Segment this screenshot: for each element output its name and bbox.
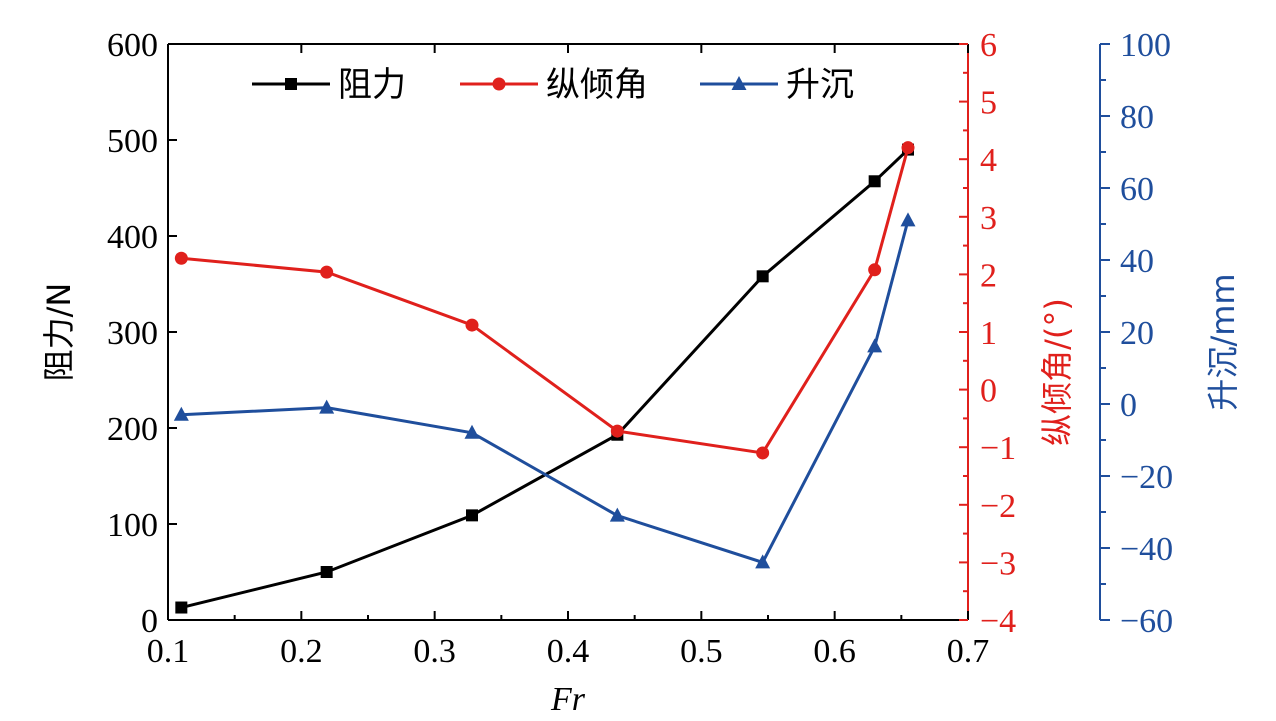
left-tick-label: 600: [107, 27, 158, 64]
heave-tick-label: 20: [1120, 315, 1154, 352]
pitch-tick-label: 6: [980, 27, 997, 64]
heave-tick-label: 80: [1120, 99, 1154, 136]
series-layer: [173, 141, 916, 614]
left-tick-label: 500: [107, 123, 158, 160]
pitch-tick-label: 2: [980, 257, 997, 294]
x-tick-label: 0.3: [413, 633, 456, 670]
pitch-tick-label: 1: [980, 315, 997, 352]
x-tick-label: 0.5: [680, 633, 723, 670]
pitch-tick-label: 3: [980, 200, 997, 237]
x-tick-label: 0.2: [280, 633, 323, 670]
heave-tick-label: −40: [1120, 531, 1173, 568]
legend-label-1: 纵倾角: [546, 65, 648, 105]
legend-marker-1: [492, 77, 506, 91]
left-tick-label: 300: [107, 315, 158, 352]
heave-tick-label: −60: [1120, 603, 1173, 640]
legend-marker-2: [731, 76, 747, 90]
pitch-tick-label: −4: [980, 603, 1016, 640]
data-point-2: [173, 406, 189, 421]
data-point-1: [610, 424, 624, 438]
legend: 阻力 纵倾角 升沉: [252, 65, 854, 105]
heave-tick-label: 0: [1120, 387, 1137, 424]
left-tick-label: 200: [107, 411, 158, 448]
data-point-0: [756, 270, 769, 283]
pitch-tick-label: 0: [980, 373, 997, 410]
x-tick-label: 0.1: [147, 633, 190, 670]
data-point-1: [868, 263, 882, 277]
data-point-2: [900, 212, 916, 227]
data-point-0: [320, 566, 333, 578]
data-point-2: [867, 338, 883, 353]
heave-tick-label: −20: [1120, 459, 1173, 496]
heave-tick-label: 60: [1120, 171, 1154, 208]
data-point-0: [175, 601, 188, 614]
heave-axis-label: 升沉/mm: [1204, 273, 1242, 410]
legend-marker-0: [285, 78, 297, 90]
data-point-1: [901, 141, 915, 155]
axes-layer: 0.1 0.2 0.3 0.4 0.5 0.6 0.7Fr01002003004005006…: [40, 27, 1242, 718]
heave-tick-label: 100: [1120, 27, 1171, 64]
x-axis-label: Fr: [550, 681, 586, 718]
pitch-tick-label: 5: [980, 85, 997, 122]
data-point-1: [174, 251, 188, 265]
pitch-axis-label: 纵倾角/(°): [1038, 298, 1076, 446]
left-tick-label: 100: [107, 507, 158, 544]
pitch-tick-label: −1: [980, 430, 1016, 467]
series-line-1: [181, 147, 910, 455]
data-point-0: [466, 509, 478, 522]
data-point-2: [464, 424, 480, 439]
heave-tick-label: 40: [1120, 243, 1154, 280]
data-point-0: [868, 175, 881, 188]
data-point-2: [609, 507, 625, 522]
data-point-2: [755, 554, 771, 569]
pitch-tick-label: 4: [980, 142, 997, 179]
data-point-1: [756, 446, 770, 460]
data-point-1: [320, 265, 334, 279]
x-tick-label: 0.7: [947, 633, 990, 670]
pitch-tick-label: −3: [980, 545, 1016, 582]
left-axis-label: 阻力/N: [40, 283, 78, 382]
x-tick-label: 0.4: [547, 633, 590, 670]
left-tick-label: 400: [107, 219, 158, 256]
x-tick-label: 0.6: [813, 633, 856, 670]
pitch-tick-label: −2: [980, 488, 1016, 525]
legend-label-0: 阻力: [338, 65, 406, 105]
data-point-1: [465, 318, 479, 332]
legend-label-2: 升沉: [786, 65, 854, 105]
data-point-2: [319, 399, 335, 414]
left-tick-label: 0: [141, 603, 158, 640]
